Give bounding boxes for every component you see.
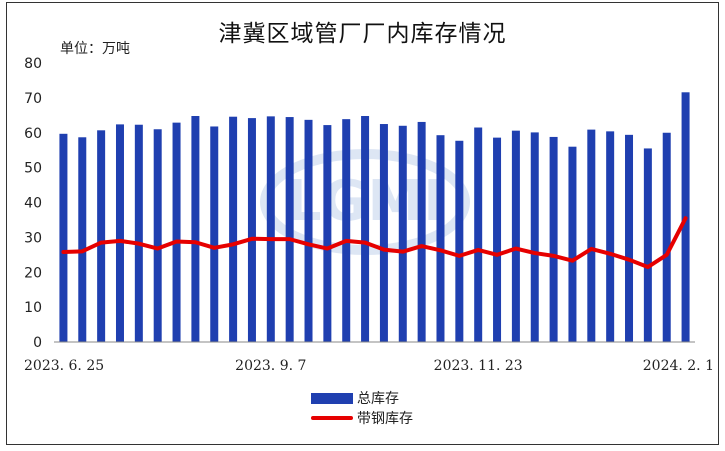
legend-line-swatch <box>311 416 353 420</box>
bar <box>97 130 106 342</box>
bar <box>285 117 294 343</box>
line-point <box>684 216 688 220</box>
line-point <box>382 248 386 252</box>
bar <box>361 116 370 342</box>
bar <box>417 121 426 342</box>
line-series <box>61 216 688 270</box>
line-point <box>533 251 537 255</box>
x-tick-label: 2023. 9. 7 <box>235 358 306 374</box>
line-point <box>99 241 103 245</box>
line-point <box>363 241 367 245</box>
line-point <box>476 248 480 252</box>
line-point <box>552 254 556 258</box>
legend-item-line: 带钢库存 <box>311 408 413 428</box>
line-point <box>61 250 65 254</box>
legend-bar-label: 总库存 <box>357 391 399 407</box>
bar <box>229 116 238 343</box>
line-point <box>665 253 669 257</box>
y-tick-label: 60 <box>24 126 42 142</box>
bar <box>568 146 577 342</box>
bar <box>398 125 407 343</box>
bar <box>625 134 634 342</box>
y-tick-label: 20 <box>24 265 42 281</box>
unit-label: 单位：万吨 <box>60 41 130 57</box>
line-point <box>457 254 461 258</box>
line-point <box>250 237 254 241</box>
bar <box>323 125 332 342</box>
bar <box>493 137 502 342</box>
line-point <box>401 250 405 254</box>
bar <box>191 116 200 342</box>
bar-series <box>59 92 690 343</box>
bar <box>115 124 124 342</box>
y-tick-label: 80 <box>24 56 42 72</box>
y-tick-label: 40 <box>24 196 42 212</box>
line-point <box>175 240 179 244</box>
line-point <box>307 242 311 246</box>
line-point <box>514 247 518 251</box>
bar <box>78 137 87 342</box>
bar <box>247 118 256 342</box>
line-point <box>627 258 631 262</box>
line-point <box>137 242 141 246</box>
y-tick-label: 0 <box>33 335 42 351</box>
x-tick-label: 2024. 2. 1 <box>643 358 714 374</box>
x-tick-label: 2023. 6. 25 <box>24 358 104 374</box>
line-point <box>212 246 216 250</box>
line-point <box>231 242 235 246</box>
bar <box>455 140 464 342</box>
legend: 总库存 带钢库存 <box>311 388 413 428</box>
bar <box>662 132 671 342</box>
legend-line-label: 带钢库存 <box>357 411 413 427</box>
line-point <box>438 248 442 252</box>
line-point <box>325 247 329 251</box>
bar <box>530 132 539 342</box>
line-point <box>118 239 122 243</box>
line-path <box>61 216 688 270</box>
line-point <box>495 253 499 257</box>
bar <box>134 124 143 342</box>
bar <box>549 136 558 342</box>
line-point <box>193 240 197 244</box>
x-tick-label: 2023. 11. 23 <box>434 358 523 374</box>
y-tick-label: 30 <box>24 230 42 246</box>
x-axis: 2023. 6. 25 2023. 9. 7 2023. 11. 23 2024. 2… <box>24 341 714 374</box>
line-point <box>156 247 160 251</box>
bar <box>474 127 483 342</box>
bar <box>172 122 181 342</box>
legend-item-bar: 总库存 <box>311 388 413 408</box>
bar <box>304 119 313 342</box>
y-axis: 0 10 20 30 40 50 60 70 80 <box>24 56 42 351</box>
line-point <box>420 244 424 248</box>
chart-title: 津冀区域管厂厂内库存情况 <box>218 21 507 47</box>
bar <box>379 124 388 342</box>
line-point <box>646 265 650 269</box>
bar <box>436 135 445 342</box>
y-tick-label: 70 <box>24 91 42 107</box>
y-tick-label: 50 <box>24 161 42 177</box>
y-tick-label: 10 <box>24 300 42 316</box>
bar <box>59 133 68 342</box>
bar <box>587 129 596 342</box>
bar <box>153 129 162 342</box>
bar <box>266 116 275 342</box>
bar <box>210 126 219 342</box>
line-point <box>344 239 348 243</box>
line-point <box>269 237 273 241</box>
bar <box>606 131 615 342</box>
bar <box>643 148 652 342</box>
bar <box>342 119 351 343</box>
line-point <box>80 249 84 253</box>
legend-bar-swatch <box>311 392 353 404</box>
line-point <box>288 237 292 241</box>
bar <box>511 130 520 342</box>
line-point <box>570 259 574 263</box>
line-point <box>608 252 612 256</box>
line-point <box>589 247 593 251</box>
